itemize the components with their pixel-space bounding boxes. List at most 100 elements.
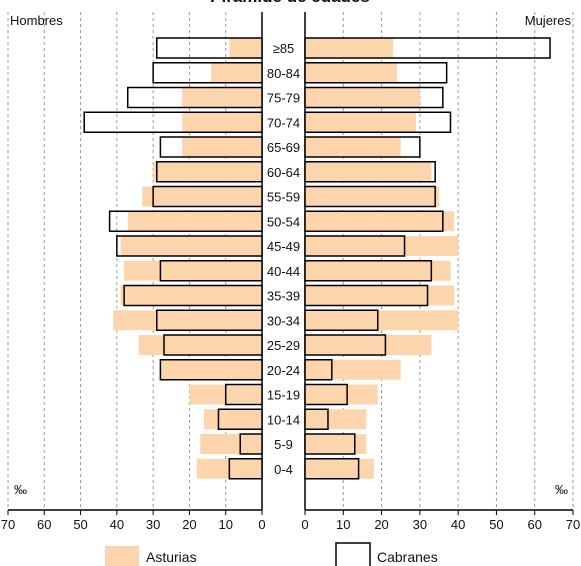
x-tick-label-left: 50 [73,517,87,532]
hombres-label: Hombres [10,13,63,28]
bar-cabranes-hombres [152,62,263,84]
bar-asturias-hombres [182,137,262,157]
bar-cabranes-mujeres [304,260,433,282]
age-group-label: 25-29 [267,338,300,353]
legend-swatch-asturias [105,546,139,566]
age-group-label: 20-24 [267,363,300,378]
age-group-label: 75-79 [267,91,300,106]
labels: 70 70 60 60 50 50 40 40 30 30 20 20 10 10 0 0 ≥85 80-84 75… [1,0,580,532]
x-tick-label-right: 30 [413,517,427,532]
age-group-label: 40-44 [267,264,300,279]
bar-cabranes-mujeres [304,408,329,430]
x-tick-label-right: 60 [527,517,541,532]
bars [83,37,551,480]
bar-cabranes-hombres [123,284,263,307]
unit-label-right: ‰ [555,482,568,497]
bar-asturias-mujeres [305,62,397,83]
x-tick-label-left: 30 [146,517,160,532]
age-group-label: 5-9 [274,437,293,452]
bar-cabranes-hombres [126,86,263,109]
bar-asturias-hombres [127,211,262,232]
age-group-label: 65-69 [267,140,300,155]
x-tick-label-right: 20 [374,517,388,532]
bar-asturias-mujeres [305,310,459,331]
bar-asturias-mujeres [305,285,455,306]
age-group-label: 10-14 [267,412,300,427]
bar-cabranes-mujeres [304,458,360,480]
age-group-label: 70-74 [267,115,300,130]
bar-cabranes-mujeres [304,111,452,133]
x-tick-label-right: 40 [451,517,465,532]
bar-cabranes-mujeres [304,37,551,59]
age-group-label: 0-4 [274,462,293,477]
x-tick-label-right: 70 [566,517,580,532]
bar-asturias-hombres [182,112,262,133]
bar-cabranes-mujeres [304,86,444,109]
bar-asturias-hombres [153,161,262,182]
legend-label-cabranes: Cabranes [377,549,438,565]
bar-cabranes-hombres [228,458,263,480]
bar-cabranes-mujeres [304,309,379,331]
bar-cabranes-hombres [217,408,263,430]
bar-asturias-mujeres [305,87,420,108]
age-group-label: 45-49 [267,239,300,254]
age-group-label: 15-19 [267,388,300,403]
bar-cabranes-mujeres [304,62,448,84]
x-tick-label-right: 0 [301,517,308,532]
bar-cabranes-hombres [156,37,263,59]
bar-cabranes-mujeres [304,161,436,183]
age-group-label: 30-34 [267,313,300,328]
bar-cabranes-mujeres [304,433,356,455]
x-tick-label-left: 70 [1,517,15,532]
bar-asturias-hombres [203,409,262,430]
bar-asturias-hombres [182,87,262,108]
bar-asturias-mujeres [305,137,401,157]
legend: Asturias Cabranes [105,542,438,566]
bar-cabranes-hombres [159,260,263,282]
bar-cabranes-mujeres [304,284,429,307]
bar-asturias-hombres [211,62,262,83]
bar-cabranes-hombres [159,359,263,381]
bar-asturias-mujeres [305,186,439,207]
bar-cabranes-mujeres [304,210,444,232]
bar-asturias-hombres [229,38,262,58]
bar-asturias-hombres [142,186,262,207]
age-group-label: 50-54 [267,214,300,229]
bar-cabranes-hombres [156,161,263,183]
age-group-label: 60-64 [267,165,300,180]
bar-cabranes-mujeres [304,334,387,356]
bar-asturias-mujeres [305,236,459,256]
bar-cabranes-hombres [83,111,263,133]
bar-asturias-hombres [160,359,262,380]
bar-asturias-mujeres [305,434,367,454]
chart-title: Pirámide de edades [210,0,370,6]
bar-asturias-hombres [113,310,262,331]
x-tick-label-left: 60 [37,517,51,532]
bar-asturias-mujeres [305,384,378,405]
bar-asturias-mujeres [305,335,432,355]
legend-label-asturias: Asturias [146,549,197,565]
age-group-label: 80-84 [267,66,300,81]
age-group-label: ≥85 [273,41,295,56]
bar-cabranes-hombres [108,210,263,232]
bar-cabranes-hombres [224,383,263,406]
bar-asturias-hombres [200,434,262,454]
bar-asturias-mujeres [305,112,417,133]
bar-cabranes-hombres [239,433,263,455]
x-tick-label-right: 50 [489,517,503,532]
x-tick-label-left: 10 [218,517,232,532]
bar-asturias-hombres [120,285,262,306]
bar-cabranes-hombres [156,309,263,331]
bar-cabranes-hombres [163,334,263,356]
x-tick-label-left: 0 [258,517,265,532]
bar-asturias-hombres [138,335,262,355]
age-group-label: 55-59 [267,190,300,205]
x-tick-label-left: 20 [182,517,196,532]
bar-cabranes-mujeres [304,359,333,381]
bar-cabranes-mujeres [304,136,421,158]
x-tick-label-right: 10 [336,517,350,532]
bar-cabranes-hombres [152,185,263,208]
bar-asturias-mujeres [305,409,367,430]
mujeres-label: Mujeres [525,13,572,28]
